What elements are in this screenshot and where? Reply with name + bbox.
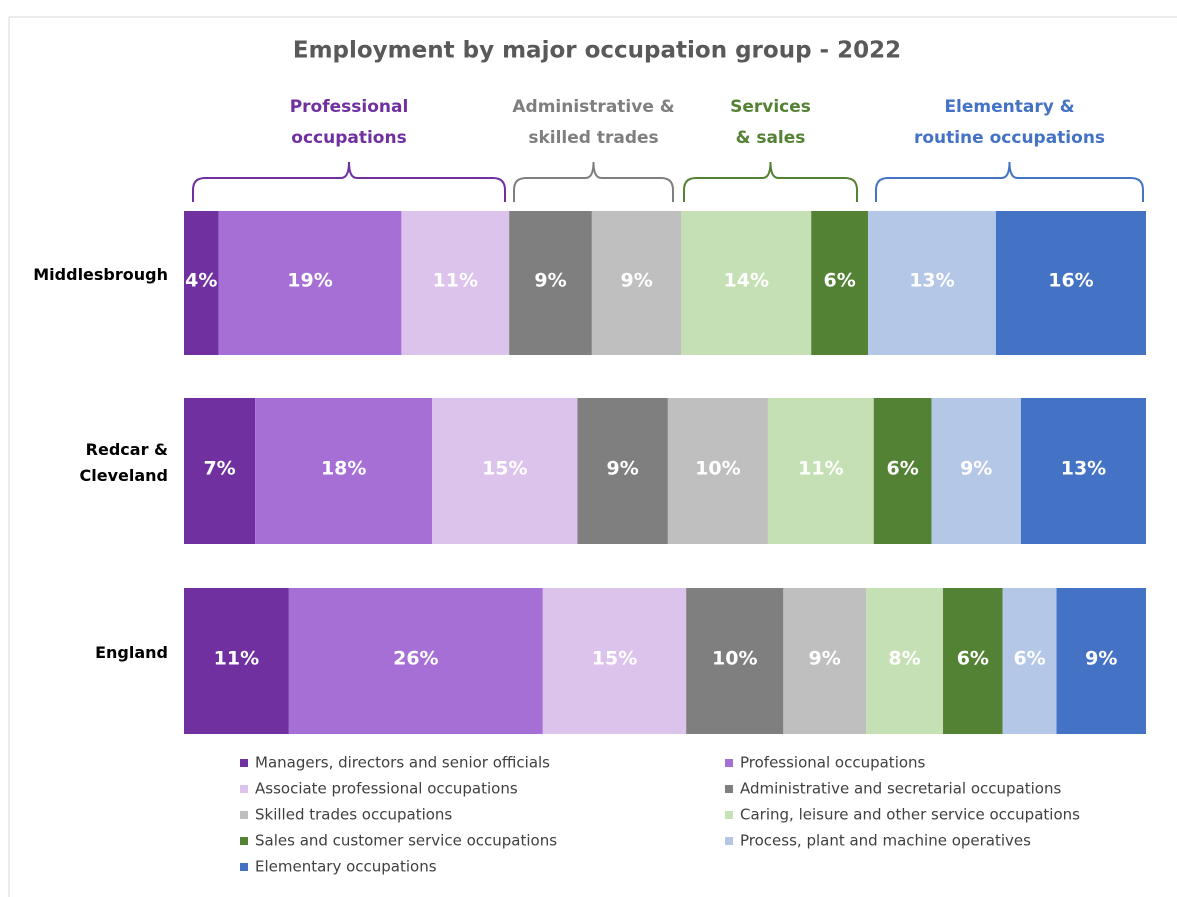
bar-segment (184, 398, 256, 544)
legend-swatch (725, 785, 733, 793)
legend-swatch (725, 759, 733, 767)
group-bracket (683, 161, 858, 202)
value-label: 10% (712, 648, 757, 670)
bar-segment (783, 588, 867, 734)
legend-label: Managers, directors and senior officials (255, 754, 550, 772)
category-label: Middlesbrough (33, 265, 168, 284)
group-label: Professional (290, 97, 409, 117)
bar-segment (184, 588, 289, 734)
category-label: England (95, 643, 168, 662)
legend-label: Caring, leisure and other service occupa… (740, 806, 1080, 824)
legend-label: Sales and customer service occupations (255, 832, 557, 850)
bar-segment (667, 398, 768, 544)
bar-segment (873, 398, 932, 544)
value-label: 16% (1048, 270, 1093, 292)
value-label: 6% (1013, 648, 1045, 670)
group-bracket (513, 161, 674, 202)
bar-segment (866, 588, 944, 734)
bar-segment (995, 211, 1146, 355)
legend-swatch (240, 811, 248, 819)
value-label: 6% (886, 458, 918, 480)
legend-swatch (240, 863, 248, 871)
bar-segment (681, 211, 812, 355)
bar-segment (255, 398, 433, 544)
legend-label: Associate professional occupations (255, 780, 518, 798)
legend-label: Administrative and secretarial occupatio… (740, 780, 1061, 798)
bar-segment (931, 398, 1021, 544)
bar-segment (943, 588, 1003, 734)
bar-segment (577, 398, 668, 544)
group-label: Elementary & (944, 97, 1074, 117)
value-label: 19% (287, 270, 332, 292)
value-label: 6% (957, 648, 989, 670)
group-bracket (875, 161, 1144, 202)
value-label: 4% (185, 270, 217, 292)
bar-segment (867, 211, 996, 355)
bar-segment (184, 211, 219, 355)
value-label: 9% (620, 270, 652, 292)
legend-swatch (240, 759, 248, 767)
bar-segment (811, 211, 868, 355)
value-label: 8% (888, 648, 920, 670)
bar-segment (1002, 588, 1057, 734)
value-label: 11% (214, 648, 259, 670)
group-label: Services (730, 97, 811, 117)
value-label: 11% (433, 270, 478, 292)
legend-swatch (725, 837, 733, 845)
legend-swatch (240, 837, 248, 845)
group-label: Administrative & (512, 97, 674, 117)
value-label: 15% (482, 458, 527, 480)
chart-title: Employment by major occupation group - 2… (293, 38, 901, 64)
value-label: 14% (724, 270, 769, 292)
bar-segment (288, 588, 543, 734)
legend-label: Elementary occupations (255, 858, 437, 876)
value-label: 11% (798, 458, 843, 480)
legend-label: Process, plant and machine operatives (740, 832, 1031, 850)
group-label: occupations (291, 128, 406, 148)
legend-swatch (725, 811, 733, 819)
legend-label: Skilled trades occupations (255, 806, 452, 824)
value-label: 9% (534, 270, 566, 292)
value-label: 9% (607, 458, 639, 480)
bar-segment (767, 398, 874, 544)
value-label: 13% (909, 270, 954, 292)
value-label: 6% (823, 270, 855, 292)
bar-segment (1020, 398, 1146, 544)
group-label: routine occupations (914, 128, 1105, 148)
bar-segment (401, 211, 510, 355)
bar-segment (542, 588, 687, 734)
value-label: 9% (960, 458, 992, 480)
value-label: 10% (695, 458, 740, 480)
group-bracket (192, 161, 506, 202)
group-label: & sales (736, 128, 806, 148)
bar-segment (509, 211, 592, 355)
value-label: 7% (203, 458, 235, 480)
legend-label: Professional occupations (740, 754, 926, 772)
value-label: 26% (393, 648, 438, 670)
category-label: Redcar & Cleveland (79, 440, 168, 485)
value-label: 9% (809, 648, 841, 670)
bar-segment (686, 588, 784, 734)
value-label: 18% (321, 458, 366, 480)
bar-segment (591, 211, 682, 355)
bar-segment (1056, 588, 1146, 734)
chart-border (8, 16, 1177, 897)
bar-segment (432, 398, 578, 544)
bar-segment (218, 211, 402, 355)
value-label: 15% (592, 648, 637, 670)
legend-swatch (240, 785, 248, 793)
value-label: 13% (1061, 458, 1106, 480)
group-label: skilled trades (528, 128, 658, 148)
value-label: 9% (1085, 648, 1117, 670)
